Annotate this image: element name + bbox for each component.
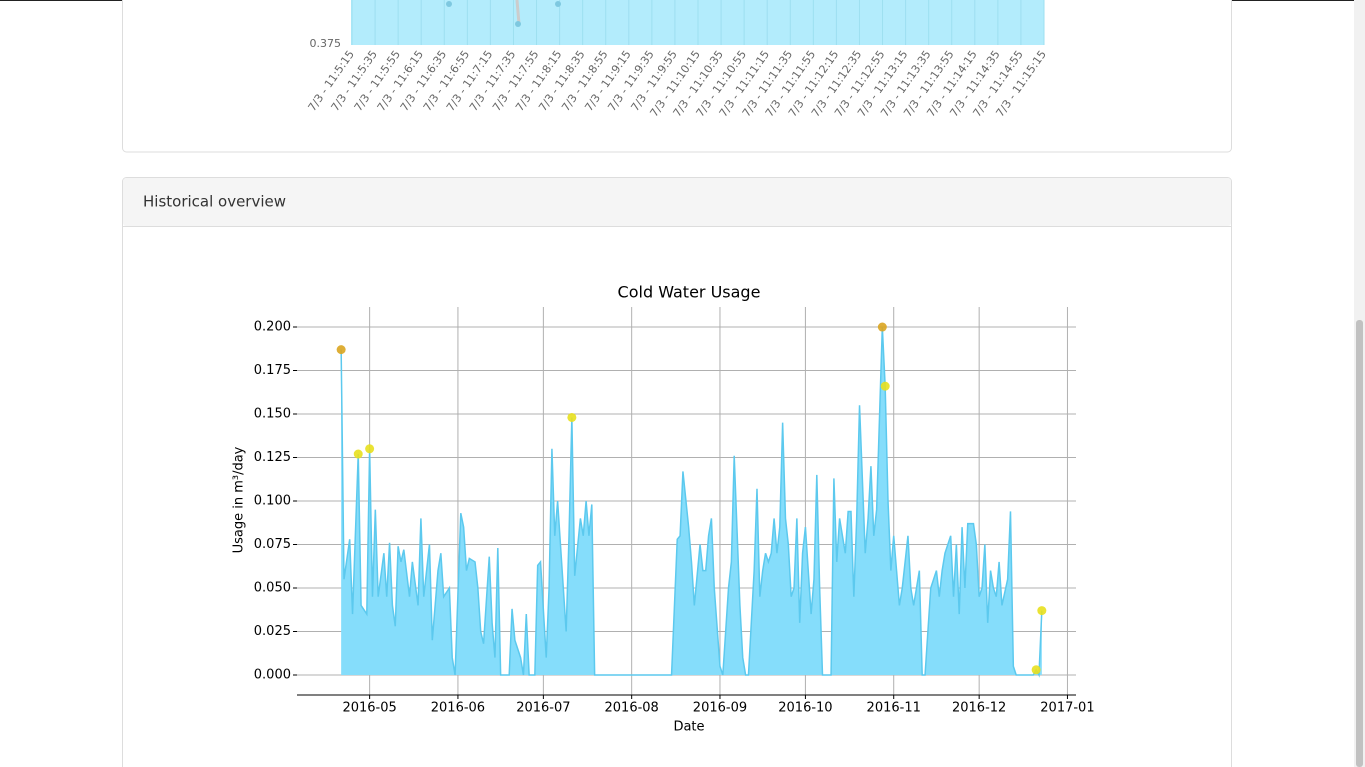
x-tick-label: 2016-11: [867, 701, 921, 716]
x-tick-label: 2016-06: [431, 701, 485, 716]
live-line: [515, 0, 521, 25]
live-point: [555, 1, 561, 7]
x-tick-label: 2016-10: [778, 701, 832, 716]
x-tick-label: 2016-12: [952, 701, 1006, 716]
x-tick-label: 2016-05: [342, 701, 396, 716]
highlight-point: [365, 444, 375, 454]
y-tick-label: 0.100: [254, 494, 291, 509]
chart-title: Cold Water Usage: [618, 283, 761, 302]
y-tick-label: 0.125: [254, 450, 291, 465]
y-axis-label: Usage in m³/day: [232, 446, 247, 553]
highlight-point: [567, 412, 577, 422]
y-tick-label: 0.150: [254, 407, 291, 422]
y-tick-label: 0.200: [254, 320, 291, 335]
x-tick-label: 2016-08: [605, 701, 659, 716]
panel-header: [123, 178, 1231, 226]
y-tick-label: 0.175: [254, 363, 291, 378]
highlight-point: [877, 322, 887, 332]
x-tick-label: 2016-07: [516, 701, 570, 716]
x-tick-label: 2016-09: [693, 701, 747, 716]
y-tick-label: 0.050: [254, 580, 291, 595]
highlight-point: [353, 449, 363, 459]
y-tick-label: 0.075: [254, 537, 291, 552]
highlight-point: [1031, 665, 1041, 675]
live-grid: [351, 0, 1045, 45]
live-point: [515, 21, 521, 27]
live-point: [446, 1, 452, 7]
area: [341, 327, 1042, 675]
plot: 0.000 0.025 0.050 0.075 0.100 0.125 0.150 0.175…: [254, 307, 1095, 716]
line: [340, 326, 1043, 678]
live-y-tick-label: 0.375: [310, 37, 342, 50]
highlight-point: [1037, 606, 1047, 616]
x-axis-label: Date: [673, 720, 704, 735]
y-tick-label: 0.025: [254, 624, 291, 639]
panel-title: Historical overview: [143, 193, 286, 211]
highlight-point: [336, 345, 346, 355]
scrollbar-thumb[interactable]: [1356, 320, 1363, 767]
x-tick-label: 2017-01: [1040, 701, 1094, 716]
y-tick-label: 0.000: [254, 667, 291, 682]
highlight-point: [880, 381, 890, 391]
